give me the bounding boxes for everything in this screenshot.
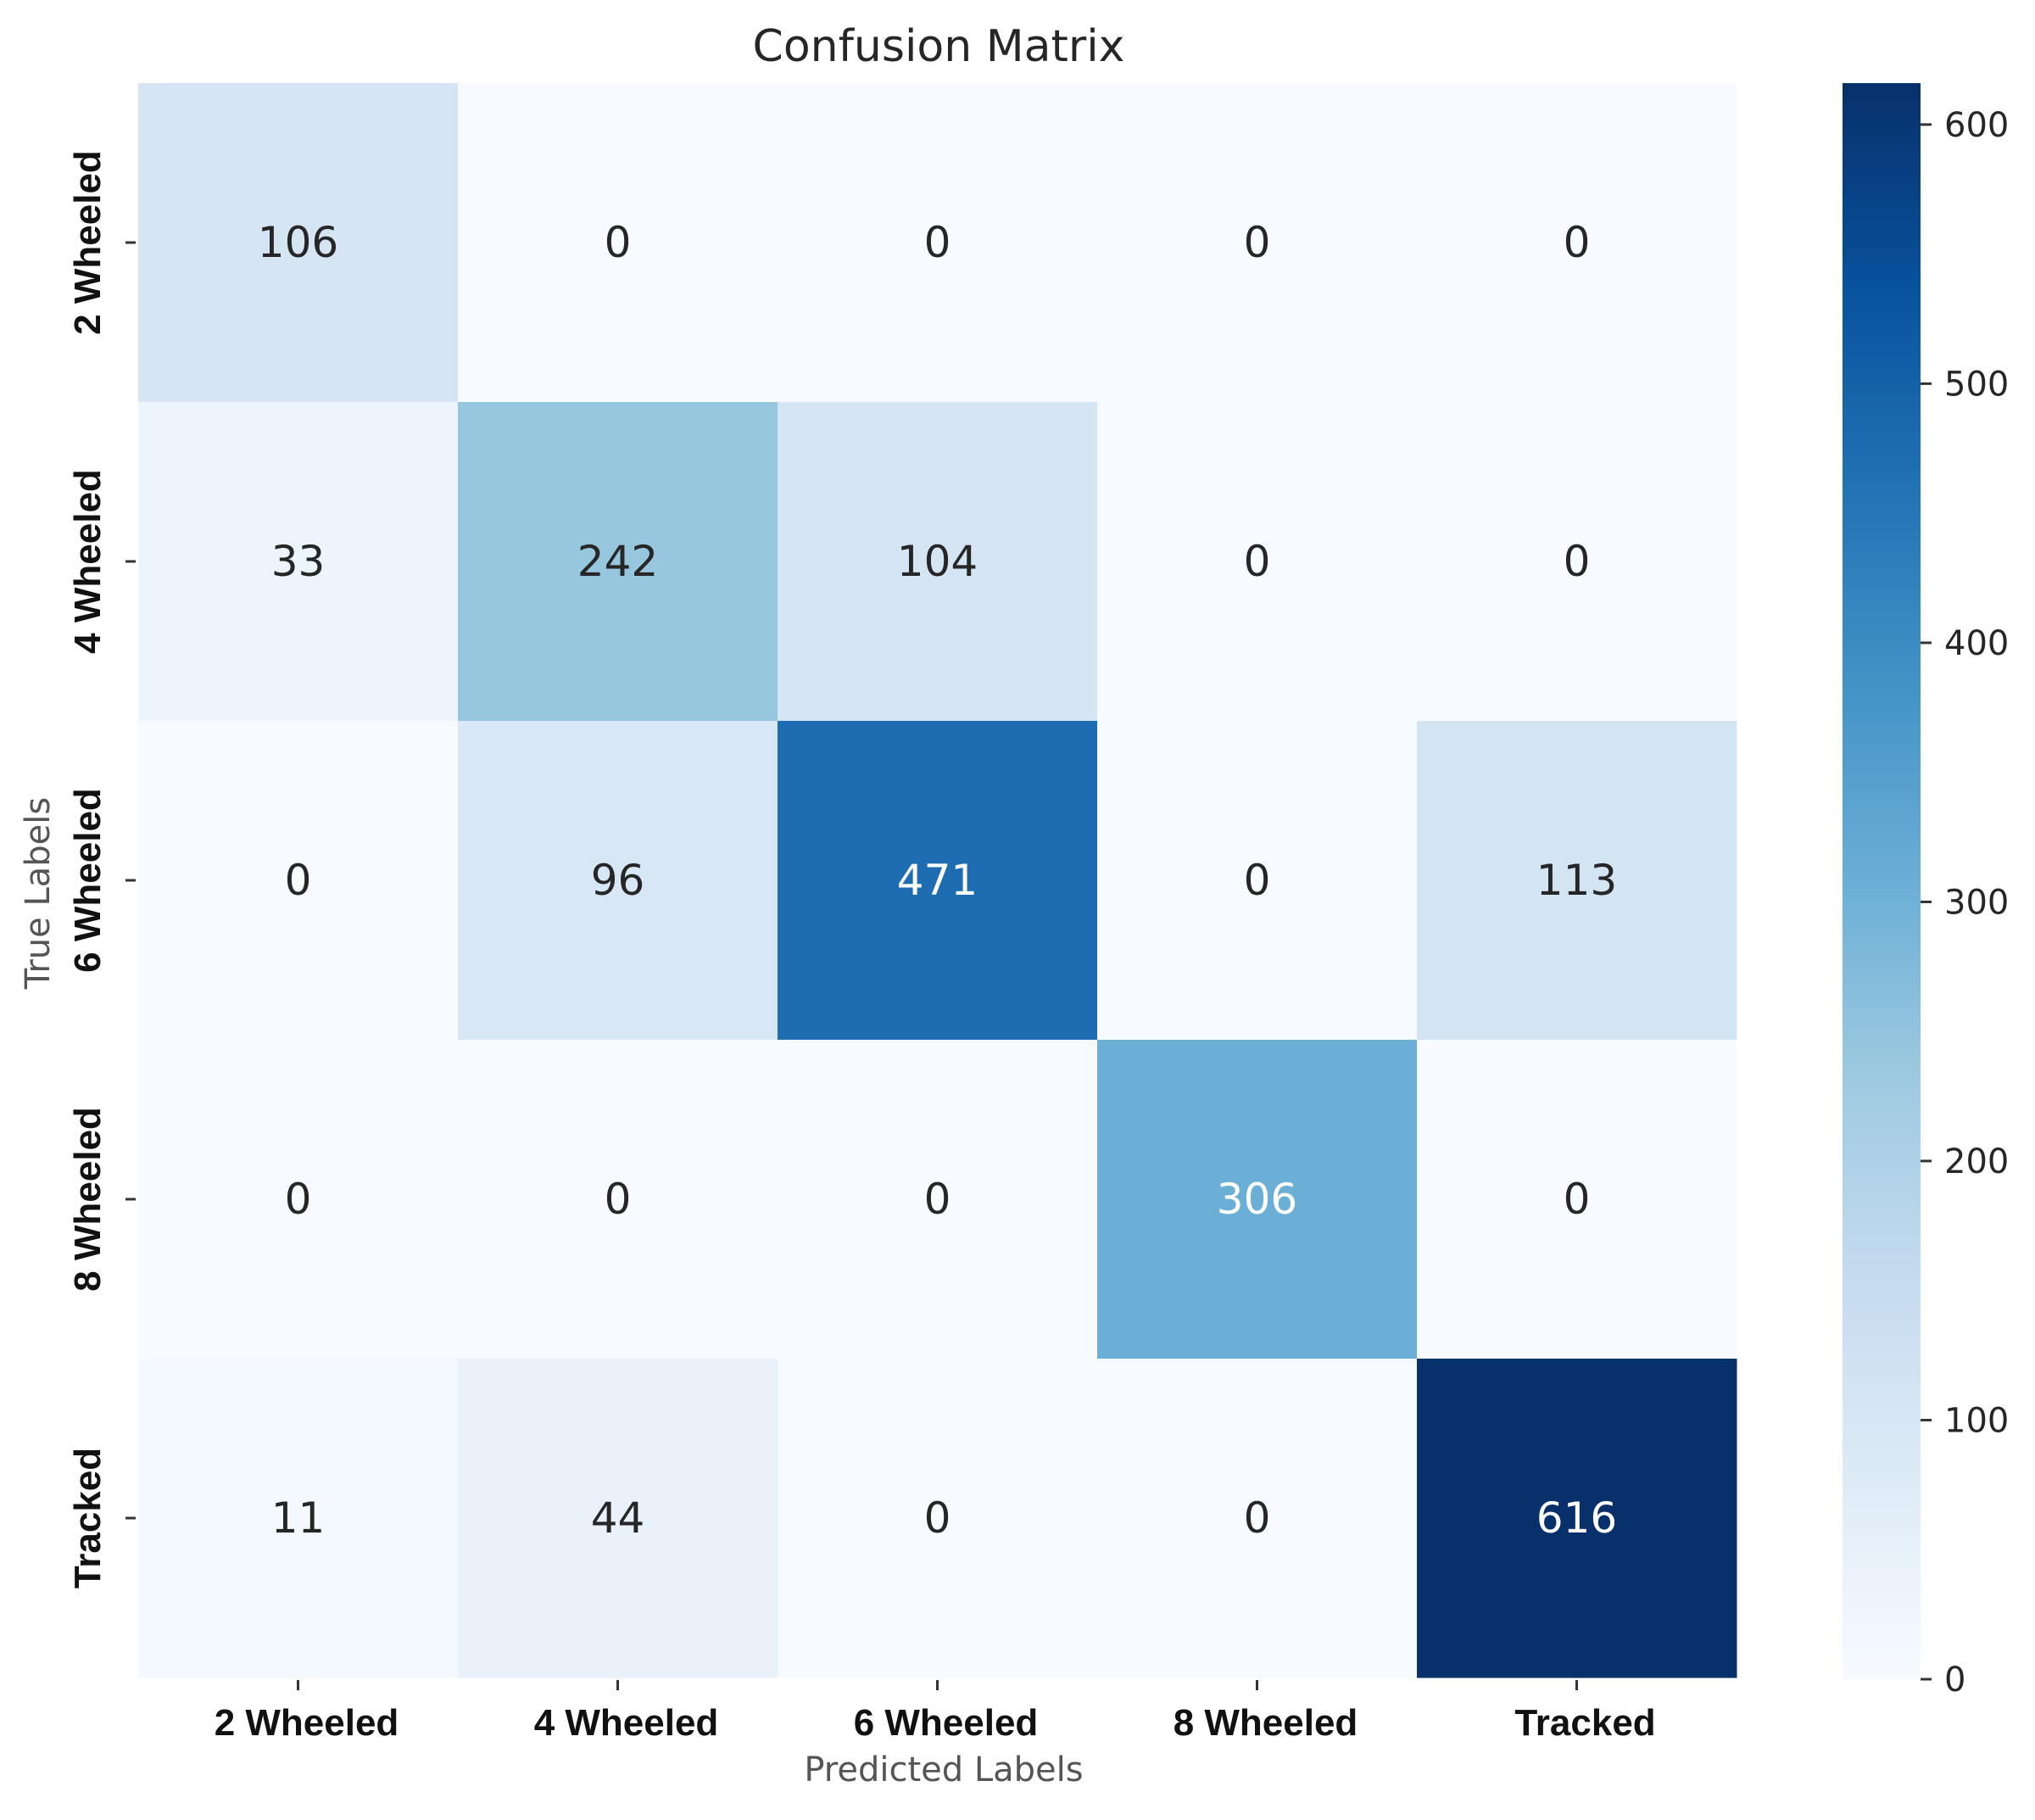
cell-value-label: 306 <box>1217 1175 1297 1224</box>
cell-value-label: 104 <box>897 537 978 586</box>
colorbar-tick-label: 300 <box>1944 883 2009 922</box>
heatmap-cell <box>1417 83 1737 403</box>
y-tick-label: 8 Wheeled <box>67 1107 109 1292</box>
colorbar <box>1843 83 1921 1679</box>
y-tick-label: 2 Wheeled <box>67 150 109 335</box>
heatmap-cell <box>778 1359 1098 1678</box>
cell-value-label: 616 <box>1536 1493 1617 1543</box>
cell-value-label: 44 <box>591 1493 645 1543</box>
heatmap-cell <box>778 721 1098 1041</box>
y-tick-label: Tracked <box>67 1448 109 1588</box>
chart-title: Confusion Matrix <box>753 21 1125 72</box>
cell-value-label: 0 <box>1244 856 1271 905</box>
cell-value-label: 0 <box>924 1175 951 1224</box>
cell-value-label: 0 <box>1564 218 1591 267</box>
heatmap-cell <box>458 402 778 722</box>
heatmap-cell <box>778 1040 1098 1359</box>
x-tick-label: 6 Wheeled <box>854 1702 1039 1744</box>
heatmap-cell <box>458 1040 778 1359</box>
cell-value-label: 0 <box>1244 218 1271 267</box>
cell-value-label: 0 <box>1244 537 1271 586</box>
cell-value-label: 106 <box>258 218 338 267</box>
cell-value-label: 0 <box>605 218 632 267</box>
cell-value-label: 0 <box>605 1175 632 1224</box>
cell-value-label: 11 <box>271 1493 326 1543</box>
cell-value-label: 471 <box>897 856 978 905</box>
heatmap-cell <box>1417 1359 1737 1678</box>
colorbar-tick-label: 600 <box>1944 106 2009 145</box>
heatmap-cell <box>1097 402 1418 722</box>
heatmap-cell <box>458 83 778 403</box>
heatmap-cell <box>1097 83 1418 403</box>
cell-value-label: 96 <box>591 856 645 905</box>
cell-value-label: 33 <box>271 537 326 586</box>
heatmap-cell <box>138 1359 459 1678</box>
heatmap-cell <box>458 721 778 1041</box>
cell-value-label: 113 <box>1536 856 1617 905</box>
heatmap-cell <box>1417 402 1737 722</box>
heatmap-cell <box>458 1359 778 1678</box>
heatmap-cell <box>138 721 459 1041</box>
cell-value-label: 0 <box>1244 1493 1271 1543</box>
cell-value-label: 0 <box>1564 1175 1591 1224</box>
colorbar-tick-label: 500 <box>1944 365 2009 404</box>
colorbar-tick-label: 0 <box>1944 1661 1965 1700</box>
cell-value-label: 0 <box>285 856 312 905</box>
cell-value-label: 0 <box>1564 537 1591 586</box>
heatmap-cell <box>778 83 1098 403</box>
heatmap-cell <box>1097 1359 1418 1678</box>
heatmap-cell <box>138 402 459 722</box>
x-tick-label: 8 Wheeled <box>1174 1702 1358 1744</box>
heatmap-cell <box>1417 721 1737 1041</box>
heatmap-cell <box>1417 1040 1737 1359</box>
x-axis-ticks: 2 Wheeled 4 Wheeled 6 Wheeled 8 Wheeled Trac… <box>215 1680 1656 1744</box>
x-tick-label: 4 Wheeled <box>534 1702 719 1744</box>
x-tick-label: Tracked <box>1514 1702 1655 1744</box>
heatmap-cell <box>778 402 1098 722</box>
cell-value-label: 0 <box>924 218 951 267</box>
heatmap-cell <box>1097 721 1418 1041</box>
colorbar-tick-label: 100 <box>1944 1401 2009 1440</box>
colorbar-tick-label: 200 <box>1944 1142 2009 1181</box>
colorbar-tick-label: 400 <box>1944 624 2009 663</box>
x-tick-label: 2 Wheeled <box>215 1702 399 1744</box>
y-axis-label: True Labels <box>19 797 58 990</box>
y-axis-ticks: 2 Wheeled 4 Wheeled 6 Wheeled 8 Wheeled Trac… <box>67 150 136 1588</box>
heatmap-cell <box>1097 1040 1418 1359</box>
cell-value-label: 242 <box>577 537 658 586</box>
cell-value-label: 0 <box>285 1175 312 1224</box>
x-axis-label: Predicted Labels <box>804 1750 1083 1789</box>
y-tick-label: 4 Wheeled <box>67 469 109 654</box>
heatmap-cells: 106 0 0 0 0 33 242 104 0 0 0 96 471 0 113 0 0 0 306 0 11 44 0 0… <box>138 83 1737 1678</box>
heatmap-cell <box>138 83 459 403</box>
heatmap-cell <box>138 1040 459 1359</box>
colorbar-ticks: 0 100 200 300 400 500 600 <box>1921 106 2009 1700</box>
cell-value-label: 0 <box>924 1493 951 1543</box>
y-tick-label: 6 Wheeled <box>67 788 109 973</box>
